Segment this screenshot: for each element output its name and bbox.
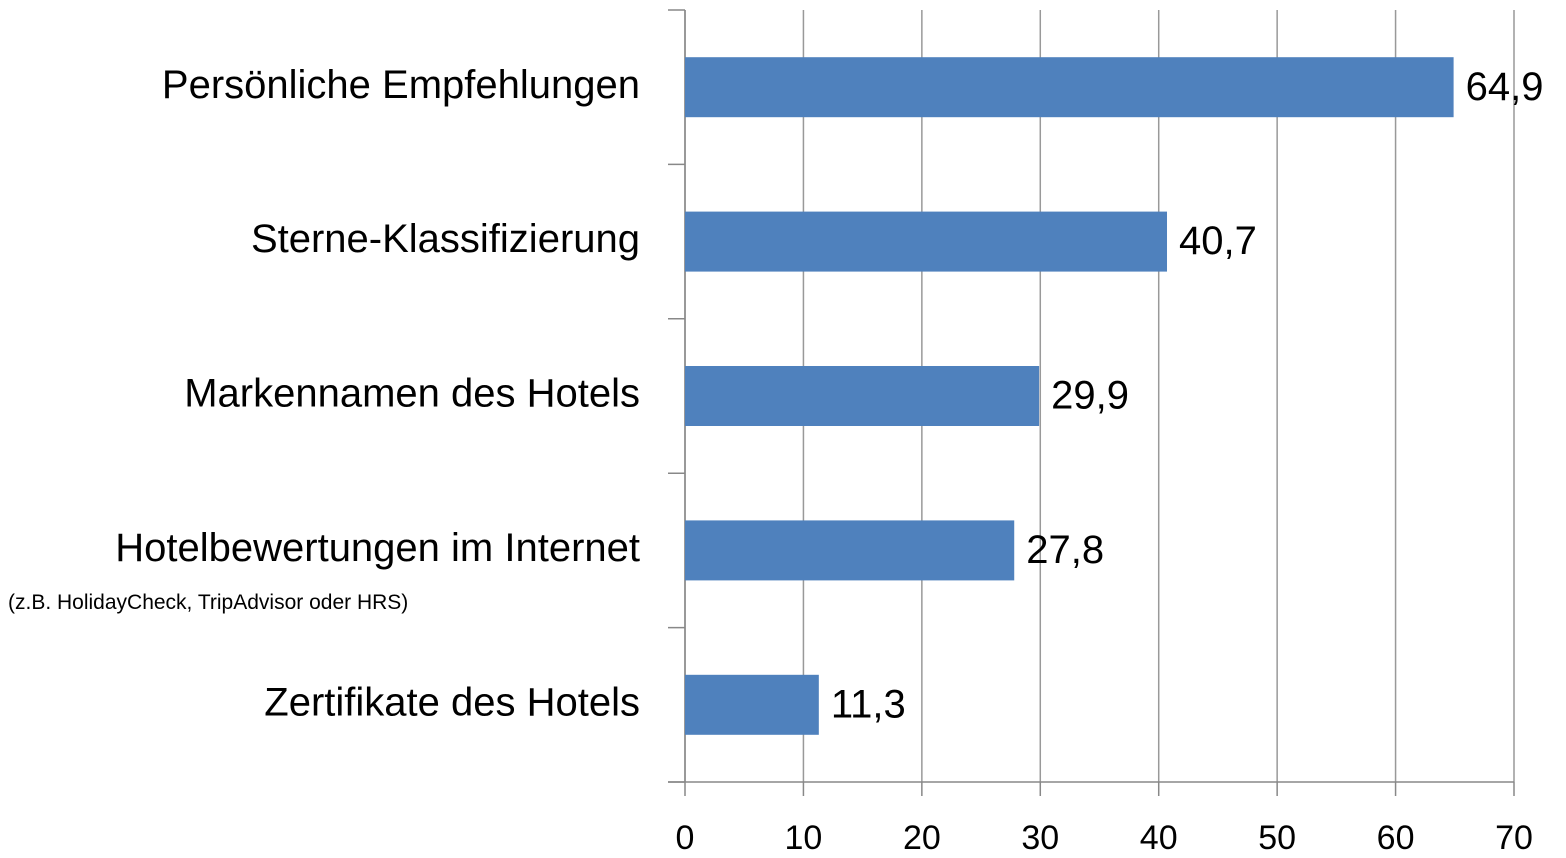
x-tick-label: 60 bbox=[1377, 819, 1415, 857]
value-label: 40,7 bbox=[1179, 219, 1257, 263]
x-tick-label: 30 bbox=[1021, 819, 1059, 857]
value-label: 29,9 bbox=[1051, 374, 1129, 418]
bar bbox=[685, 674, 819, 735]
x-tick-label: 50 bbox=[1258, 819, 1296, 857]
category-label: Persönliche Empfehlungen bbox=[162, 63, 640, 107]
value-label: 11,3 bbox=[831, 682, 906, 726]
bar bbox=[685, 211, 1168, 272]
value-label: 64,9 bbox=[1466, 65, 1544, 109]
category-note: (z.B. HolidayCheck, TripAdvisor oder HRS… bbox=[8, 591, 408, 614]
category-label: Sterne-Klassifizierung bbox=[251, 217, 640, 261]
bar bbox=[685, 57, 1454, 118]
category-label: Markennamen des Hotels bbox=[184, 372, 640, 416]
x-tick-label: 0 bbox=[676, 819, 695, 857]
category-label: Zertifikate des Hotels bbox=[264, 680, 640, 724]
category-label: Hotelbewertungen im Internet bbox=[115, 526, 640, 570]
bar bbox=[685, 520, 1015, 581]
bar bbox=[685, 366, 1040, 426]
x-tick-label: 40 bbox=[1140, 819, 1178, 857]
x-tick-label: 10 bbox=[785, 819, 823, 857]
x-tick-label: 20 bbox=[903, 819, 941, 857]
x-tick-label: 70 bbox=[1495, 819, 1533, 857]
value-label: 27,8 bbox=[1026, 528, 1104, 572]
